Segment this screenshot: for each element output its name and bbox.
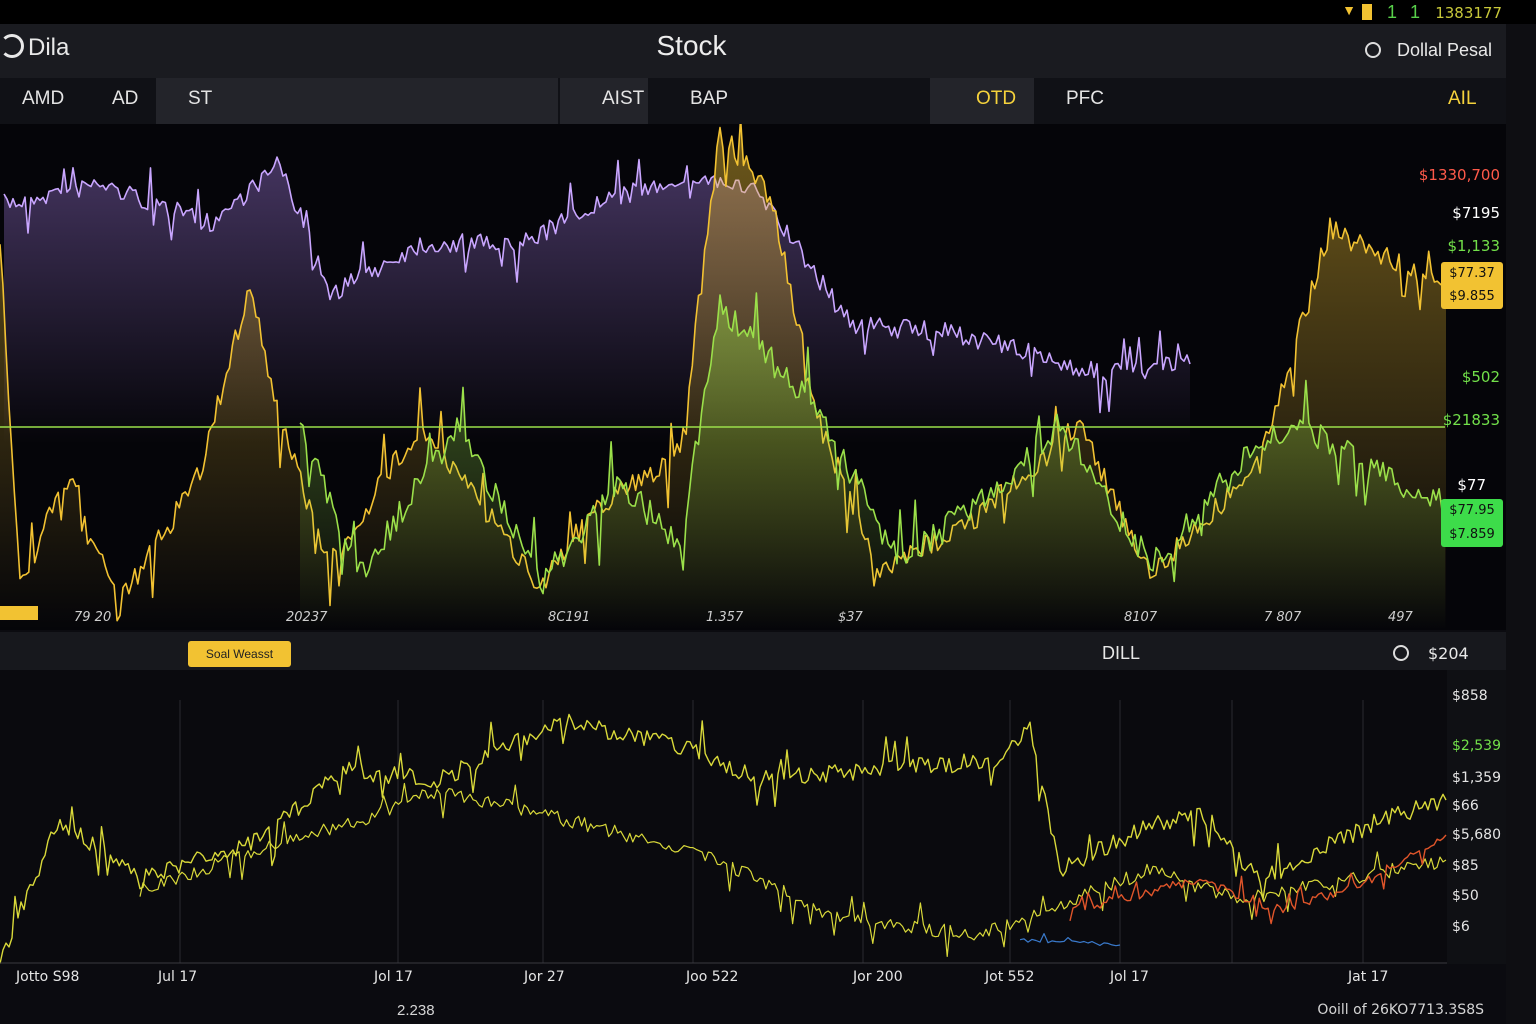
x-label: Jot 552 [985, 969, 1035, 985]
footer-value: 2.238 [397, 1002, 435, 1019]
search-icon[interactable] [1393, 645, 1409, 661]
x-label: Jat 17 [1348, 969, 1389, 985]
lower-grid [179, 700, 1364, 963]
battery-icon [1362, 4, 1372, 20]
x-tick: 497 [1388, 610, 1413, 625]
scrollbar-track[interactable] [1506, 24, 1536, 1024]
price-label: $1330,700 [1418, 166, 1500, 184]
tab-otd[interactable]: OTD [976, 88, 1017, 109]
lower-orange-line [1069, 834, 1447, 925]
purple-series-line-area [4, 157, 1190, 444]
y-label: $5,680 [1452, 827, 1501, 843]
tab-pfc[interactable]: PFC [1066, 88, 1104, 109]
legend-chip[interactable]: Soal Weasst [188, 641, 291, 667]
x-tick: $37 [838, 610, 863, 625]
y-label: $1,359 [1452, 770, 1501, 786]
y-label: $66 [1452, 798, 1479, 814]
price-label: $7195 [1452, 204, 1500, 222]
lower-blue-line [1019, 933, 1121, 947]
x-tick: 8107 [1124, 610, 1158, 625]
tab-highlight [930, 78, 1034, 124]
volume-marker [0, 606, 38, 620]
price-box: $9.855 [1441, 285, 1503, 309]
x-tick: 20237 [286, 610, 328, 625]
x-tick: 7 807 [1264, 610, 1302, 625]
status-time: 1383177 [1435, 4, 1502, 22]
price-label: $502 [1461, 368, 1500, 386]
tab-bap[interactable]: BAP [690, 88, 729, 109]
price-box: $7.859 [1441, 523, 1503, 547]
y-label: $2,539 [1452, 738, 1501, 754]
tab-highlight [560, 78, 648, 124]
y-label: $50 [1452, 888, 1479, 904]
x-label: Jol 17 [374, 969, 413, 985]
page-title: Stock [656, 30, 727, 61]
lower-price-chart[interactable] [0, 670, 1506, 964]
brand[interactable]: Dila [0, 34, 69, 62]
tab-aist[interactable]: AIST [602, 88, 645, 109]
tab-amd[interactable]: AMD [22, 88, 65, 109]
status-bar [0, 0, 1536, 24]
y-label: $858 [1452, 688, 1488, 704]
account-menu[interactable]: Dollal Pesal [1364, 40, 1492, 61]
lower-panel-value: $204 [1428, 644, 1469, 663]
wifi-icon: ▼ [1342, 2, 1356, 18]
green-series-line [299, 292, 1446, 595]
x-label: Jul 17 [158, 969, 198, 985]
brand-name: Dila [28, 34, 70, 61]
price-label: $21833 [1442, 411, 1500, 429]
lower-y-axis [1447, 670, 1506, 964]
y-label: $85 [1452, 858, 1479, 874]
green-series-line-area [300, 293, 1445, 630]
signal-icon: 1 1 [1386, 2, 1424, 22]
logo-icon [0, 34, 24, 58]
x-tick: 8C191 [548, 610, 591, 625]
main-series-group [0, 117, 1447, 630]
price-label: $1,133 [1447, 237, 1501, 255]
app-header [0, 24, 1536, 78]
x-label: Jotto S98 [16, 969, 80, 985]
main-price-chart[interactable] [0, 117, 1506, 630]
x-tick: 79 20 [74, 610, 112, 625]
x-label: Jor 27 [524, 969, 565, 985]
tab-st[interactable]: ST [188, 88, 213, 109]
x-label: Jor 200 [853, 969, 903, 985]
lower-yellow-line-a [0, 713, 1447, 964]
price-box: $77.95 [1441, 499, 1503, 523]
lower-yellow-line-b [139, 782, 1447, 957]
account-name: Dollal Pesal [1396, 40, 1492, 60]
lower-series-group [0, 713, 1447, 964]
y-label: $6 [1452, 919, 1470, 935]
tab-highlight [156, 78, 558, 124]
x-label: Joo 522 [686, 969, 739, 985]
purple-series-line [3, 156, 1191, 414]
x-label: Jol 17 [1110, 969, 1149, 985]
price-box: $77.37 [1441, 262, 1503, 286]
price-label: $77 [1457, 476, 1486, 494]
footer-info: Ooill of 26KO7713.3S8S [1317, 1002, 1484, 1018]
lower-chart-canvas [0, 700, 1447, 964]
main-chart-canvas [0, 117, 1447, 630]
lower-panel-title: DILL [1102, 643, 1141, 663]
x-tick: 1.357 [706, 610, 744, 625]
tab-ad[interactable]: AD [112, 88, 139, 109]
account-icon [1364, 42, 1381, 58]
tab-ail[interactable]: AIL [1448, 88, 1477, 109]
